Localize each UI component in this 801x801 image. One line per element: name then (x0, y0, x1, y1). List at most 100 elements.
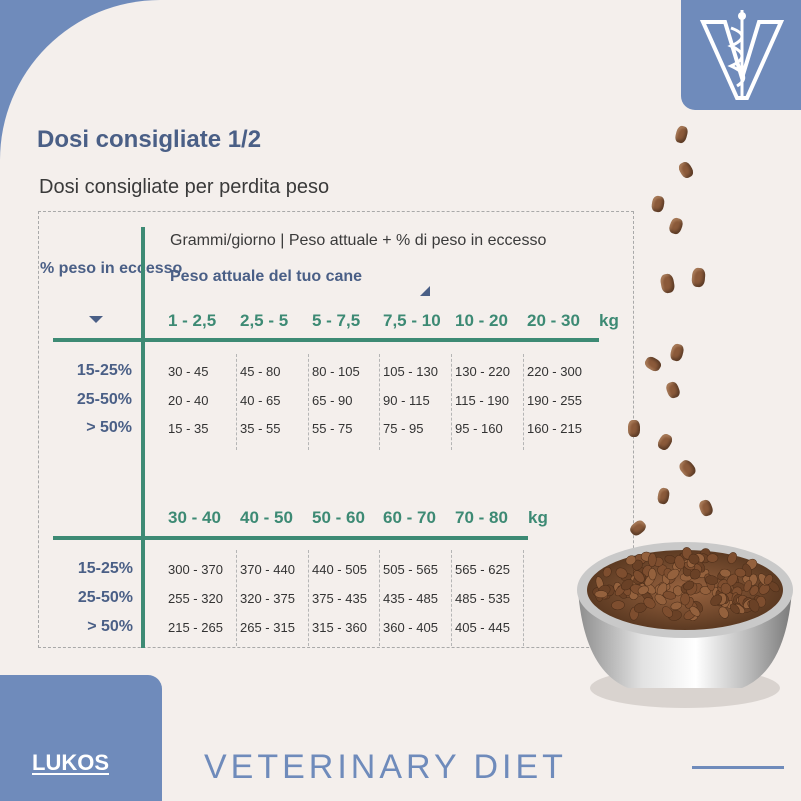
section1-cell-r1-c4: 115 - 190 (455, 393, 509, 408)
section1-column-separator-5 (523, 354, 524, 450)
bowl-kibble-piece (611, 600, 625, 611)
bowl-kibble-piece (719, 568, 732, 578)
bowl-kibble-piece (743, 580, 752, 592)
bowl-kibble-piece (615, 567, 628, 579)
vertical-divider-bottom (141, 482, 145, 648)
corner-curve (0, 0, 160, 160)
section2-cell-r2-c2: 315 - 360 (312, 620, 367, 635)
section1-row-label-1: 25-50% (76, 391, 132, 408)
bowl-kibble-piece (643, 597, 656, 609)
section1-row-label-0: 15-25% (76, 362, 132, 379)
bowl-kibble-piece (763, 574, 773, 585)
veterinary-caduceus-v-icon (699, 10, 785, 100)
section2-weight-1: 40 - 50 (240, 508, 293, 527)
section2-unit: kg (528, 508, 548, 527)
page-subtitle: Dosi consigliate per perdita peso (39, 176, 330, 198)
section2-weight-0: 30 - 40 (168, 508, 221, 527)
section2-column-separator-3 (379, 550, 380, 646)
bowl-kibble-piece (689, 569, 701, 580)
section2-column-separator-4 (451, 550, 452, 646)
bowl-kibble-piece (680, 592, 690, 606)
section2-weight-3: 60 - 70 (383, 508, 436, 527)
vertical-divider-top (141, 227, 145, 482)
section2-cell-r1-c2: 375 - 435 (312, 591, 367, 606)
horizontal-divider-2 (53, 536, 528, 540)
current-weight-header: Peso attuale del tuo cane (170, 268, 363, 285)
bowl-kibble-piece (710, 594, 723, 606)
bowl-kibble-piece (718, 606, 729, 619)
page-title: Dosi consigliate 1/2 (37, 126, 262, 153)
section2-cell-r0-c2: 440 - 505 (312, 562, 367, 577)
section1-cell-r0-c0: 30 - 45 (168, 364, 209, 379)
section2-cell-r1-c1: 320 - 375 (240, 591, 295, 606)
section2-cell-r2-c0: 215 - 265 (168, 620, 223, 635)
section1-cell-r0-c4: 130 - 220 (455, 364, 510, 379)
section1-cell-r0-c1: 45 - 80 (240, 364, 281, 379)
section2-row-label-1: 25-50% (77, 589, 133, 606)
bowl-kibble-piece (637, 585, 649, 595)
section2-cell-r0-c4: 565 - 625 (455, 562, 510, 577)
section1-cell-r1-c3: 90 - 115 (383, 393, 430, 408)
section1-cell-r1-c0: 20 - 40 (168, 393, 209, 408)
bowl-kibble-piece (729, 603, 740, 614)
bowl-kibble-piece (602, 566, 612, 578)
section1-column-separator-4 (451, 354, 452, 450)
section1-unit: kg (599, 311, 619, 330)
bowl-kibble-piece (706, 553, 719, 563)
horizontal-divider-1 (53, 338, 599, 342)
section2-column-separator-2 (308, 550, 309, 646)
section1-cell-r2-c5: 160 - 215 (527, 421, 582, 436)
bowl-kibble-piece (648, 567, 657, 581)
bowl-kibble-piece (648, 552, 657, 567)
section1-weight-0: 1 - 2,5 (168, 311, 217, 330)
section2-column-separator-1 (236, 550, 237, 646)
section1-weight-1: 2,5 - 5 (240, 311, 289, 330)
section1-weight-5: 20 - 30 (527, 311, 580, 330)
bowl-kibble-piece (625, 555, 637, 566)
section1-weight-4: 10 - 20 (455, 311, 508, 330)
section2-cell-r2-c3: 360 - 405 (383, 620, 438, 635)
bowl-kibble-piece (688, 553, 700, 565)
excess-weight-header: % peso in eccesso (40, 260, 183, 277)
footer-tab (0, 675, 162, 801)
footer-rule (692, 766, 784, 769)
section1-cell-r1-c1: 40 - 65 (240, 393, 281, 408)
bowl-kibble-piece (734, 568, 747, 578)
section1-row-label-2: > 50% (86, 419, 132, 436)
bowl-kibble-piece (666, 568, 680, 580)
bowl-kibble-piece (704, 575, 719, 585)
bowl-kibble-piece (620, 578, 634, 591)
section2-weight-4: 70 - 80 (455, 508, 508, 527)
bowl-kibble-piece (727, 552, 738, 564)
section1-cell-r0-c3: 105 - 130 (383, 364, 438, 379)
footer-tagline: VETERINARY DIET (204, 748, 567, 786)
section2-row-label-0: 15-25% (77, 560, 133, 577)
corner-arrow-icon (420, 286, 430, 296)
logo-badge (681, 0, 801, 110)
kibble-piece (628, 420, 640, 437)
section1-cell-r2-c2: 55 - 75 (312, 421, 353, 436)
table-description: Grammi/giorno | Peso attuale + % di peso… (170, 232, 547, 249)
bowl-kibble-piece (683, 580, 695, 591)
section2-cell-r1-c0: 255 - 320 (168, 591, 223, 606)
bowl-kibble-piece (662, 606, 673, 618)
section2-cell-r2-c4: 405 - 445 (455, 620, 510, 635)
section2-cell-r0-c0: 300 - 370 (168, 562, 223, 577)
section1-cell-r1-c5: 190 - 255 (527, 393, 582, 408)
section2-cell-r0-c1: 370 - 440 (240, 562, 295, 577)
section1-cell-r2-c3: 75 - 95 (383, 421, 424, 436)
section1-cell-r0-c5: 220 - 300 (527, 364, 582, 379)
section2-cell-r1-c3: 435 - 485 (383, 591, 438, 606)
bowl-kibble-piece (654, 593, 667, 606)
bowl-kibble-piece (674, 555, 685, 570)
brand-logo: LUKOS (32, 750, 109, 775)
arrow-down-icon (89, 316, 103, 323)
bowl-kibble-piece (748, 598, 760, 613)
section2-weight-2: 50 - 60 (312, 508, 365, 527)
section2-cell-r2-c1: 265 - 315 (240, 620, 295, 635)
bowl-kibble-piece (720, 582, 732, 595)
section1-cell-r2-c1: 35 - 55 (240, 421, 281, 436)
bowl-kibble-piece (662, 591, 676, 600)
section1-cell-r0-c2: 80 - 105 (312, 364, 360, 379)
